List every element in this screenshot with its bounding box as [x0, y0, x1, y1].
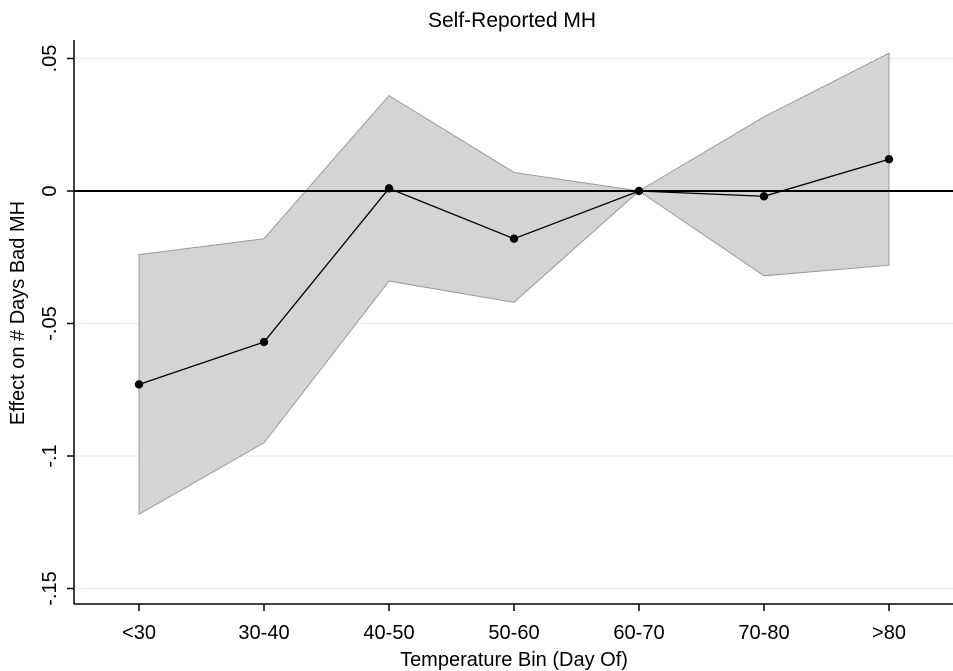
x-axis-title: Temperature Bin (Day Of)	[400, 649, 628, 671]
chart-title: Self-Reported MH	[428, 9, 596, 32]
x-tick-label-4: 60-70	[613, 622, 664, 644]
confidence-band-group	[138, 52, 890, 516]
data-point-0	[134, 380, 144, 389]
y-tick-label-1: 0	[39, 185, 61, 196]
x-tick-label-3: 50-60	[488, 622, 539, 644]
y-axis-title: Effect on # Days Bad MH	[7, 201, 29, 425]
data-point-5	[759, 192, 769, 201]
x-tick-label-0: <30	[122, 622, 156, 644]
y-tick-label-0: .05	[39, 45, 61, 73]
data-point-4	[634, 186, 644, 196]
y-tick-label-2: -.05	[39, 306, 61, 340]
y-ticks: .05 0 -.05 -.1 -.15	[39, 45, 74, 606]
data-points	[134, 155, 894, 389]
x-tick-label-2: 40-50	[363, 622, 414, 644]
x-ticks: <30 30-40 40-50 50-60 60-70 70-80 >80	[122, 604, 906, 644]
x-tick-label-1: 30-40	[238, 622, 289, 644]
data-point-6	[884, 155, 894, 164]
x-tick-label-6: >80	[872, 622, 906, 644]
x-tick-label-5: 70-80	[738, 622, 789, 644]
confidence-band	[138, 52, 890, 516]
y-tick-label-4: -.15	[39, 571, 61, 605]
y-tick-label-3: -.1	[39, 444, 61, 467]
data-point-1	[259, 337, 269, 347]
data-point-2	[384, 184, 394, 193]
data-point-3	[509, 234, 519, 243]
